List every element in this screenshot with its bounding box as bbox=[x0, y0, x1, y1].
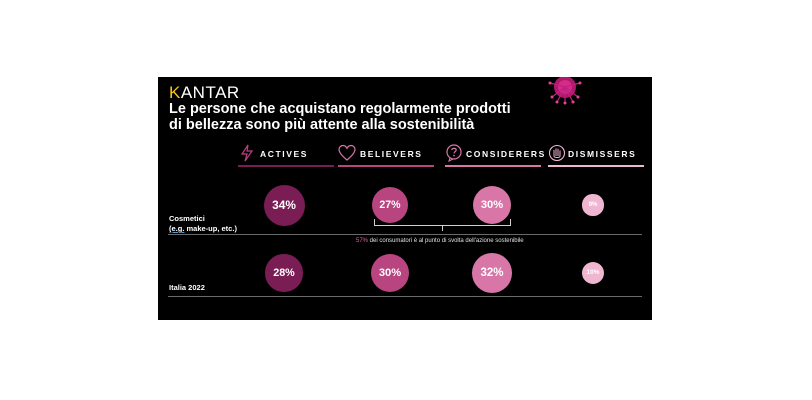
lightning-icon bbox=[240, 144, 254, 162]
column-underline-dismissers bbox=[548, 165, 644, 167]
row-divider-2 bbox=[168, 296, 642, 297]
column-underline-actives bbox=[238, 165, 334, 167]
column-header-believers: BELIEVERS bbox=[338, 144, 434, 167]
bubble-italia-considerers: 32% bbox=[472, 253, 512, 293]
row-divider-1 bbox=[168, 234, 642, 235]
column-header-dismissers: DISMISSERS bbox=[548, 144, 644, 167]
row-label-italia-2022: Italia 2022 bbox=[169, 283, 205, 292]
column-underline-considerers bbox=[445, 165, 541, 167]
kantar-panel: KANTAR Le persone che acquistano regolar… bbox=[158, 77, 652, 320]
column-underline-believers bbox=[338, 165, 434, 167]
heart-icon bbox=[338, 144, 356, 161]
bubble-italia-believers: 30% bbox=[370, 253, 410, 293]
bubble-cosmetici-considerers: 30% bbox=[472, 185, 512, 225]
virus-decoration-icon bbox=[548, 77, 582, 105]
bubble-cosmetici-actives: 34% bbox=[263, 184, 305, 226]
column-label-dismissers: DISMISSERS bbox=[568, 149, 637, 159]
question-bubble-icon bbox=[446, 144, 462, 162]
kantar-logo: KANTAR bbox=[169, 83, 240, 102]
column-header-actives: ACTIVES bbox=[238, 144, 334, 167]
sustainability-note: 57% dei consumatori è al punto di svolta… bbox=[356, 238, 524, 244]
bubble-cosmetici-dismissers: 9% bbox=[582, 194, 604, 216]
column-label-actives: ACTIVES bbox=[260, 149, 309, 159]
abbr-eg: (e.g. bbox=[169, 224, 185, 233]
bubble-italia-actives: 28% bbox=[265, 254, 303, 292]
column-header-considerers: CONSIDERERS bbox=[445, 144, 544, 167]
column-label-believers: BELIEVERS bbox=[360, 149, 423, 159]
bracket-tick bbox=[442, 226, 443, 231]
row-label-cosmetici: Cosmetici (e.g. make-up, etc.) bbox=[169, 214, 237, 233]
column-label-considerers: CONSIDERERS bbox=[466, 149, 546, 159]
bubble-cosmetici-believers: 27% bbox=[371, 186, 409, 224]
page-title: Le persone che acquistano regolarmente p… bbox=[169, 101, 511, 133]
considerers-believers-bracket bbox=[374, 219, 511, 226]
bubble-italia-dismissers: 10% bbox=[581, 261, 605, 285]
hand-stop-icon bbox=[548, 144, 566, 162]
